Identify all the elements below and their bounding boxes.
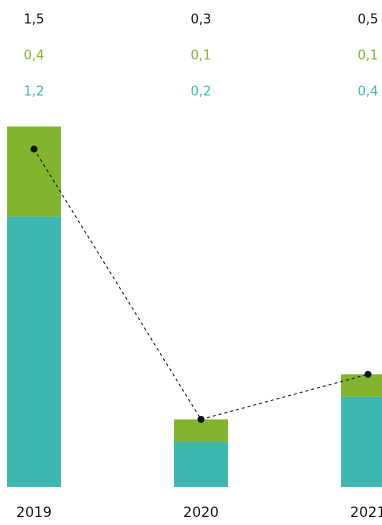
total-label-2020: 0,3 bbox=[191, 13, 212, 28]
bar-lower-2019 bbox=[7, 216, 61, 487]
lower-label-2020: 0,2 bbox=[191, 85, 212, 100]
total-marker-2020 bbox=[197, 415, 205, 423]
bar-upper-2019 bbox=[7, 126, 61, 217]
bar-upper-2020 bbox=[174, 419, 228, 442]
lower-label-2021: 0,4 bbox=[358, 85, 379, 100]
total-label-2019: 1,5 bbox=[24, 13, 45, 28]
bar-lower-2021 bbox=[341, 396, 382, 487]
total-marker-2021 bbox=[364, 370, 372, 378]
x-tick-label-2021: 2021 bbox=[350, 505, 382, 521]
x-tick-label-2019: 2019 bbox=[16, 505, 52, 521]
upper-label-2020: 0,1 bbox=[191, 49, 212, 64]
total-label-2021: 0,5 bbox=[358, 13, 379, 28]
upper-label-2021: 0,1 bbox=[358, 49, 379, 64]
total-marker-2019 bbox=[30, 145, 38, 153]
total-trend-line bbox=[33, 148, 369, 420]
upper-label-2019: 0,4 bbox=[24, 49, 45, 64]
lower-label-2019: 1,2 bbox=[24, 85, 45, 100]
bar-lower-2020 bbox=[174, 441, 228, 487]
bar-upper-2021 bbox=[341, 374, 382, 397]
x-tick-label-2020: 2020 bbox=[183, 505, 219, 521]
